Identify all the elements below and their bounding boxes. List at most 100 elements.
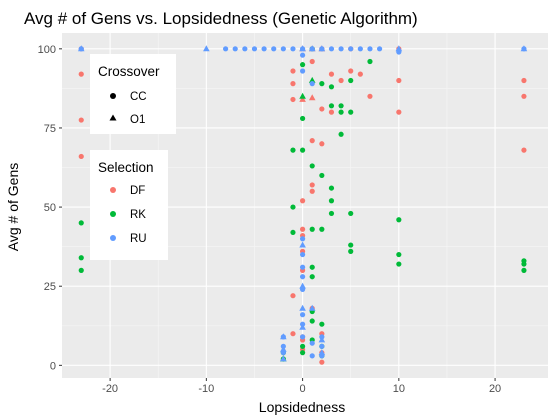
point-df-cc — [521, 94, 526, 99]
point-df-cc — [310, 182, 315, 187]
point-rk-cc — [338, 110, 343, 115]
point-ru-cc — [377, 46, 382, 51]
point-rk-cc — [300, 344, 305, 349]
point-rk-cc — [319, 81, 324, 86]
point-df-cc — [290, 97, 295, 102]
x-tick-label: 10 — [393, 383, 405, 395]
y-tick-label: 0 — [50, 360, 56, 372]
point-rk-cc — [300, 148, 305, 153]
point-df-cc — [290, 68, 295, 73]
point-rk-cc — [338, 132, 343, 137]
point-df-cc — [79, 117, 84, 122]
x-tick-label: -10 — [198, 383, 214, 395]
point-rk-cc — [348, 78, 353, 83]
legend-crossover-o1: O1 — [130, 114, 145, 126]
point-ru-cc — [300, 334, 305, 339]
point-rk-cc — [329, 185, 334, 190]
chart-title: Avg # of Gens vs. Lopsidedness (Genetic … — [24, 9, 418, 28]
point-ru-cc — [261, 46, 266, 51]
legend-crossover-cc: CC — [130, 91, 147, 103]
point-rk-cc — [310, 265, 315, 270]
legend-selection-title: Selection — [98, 160, 154, 175]
point-rk-cc — [310, 163, 315, 168]
point-rk-cc — [300, 350, 305, 355]
x-axis-title: Lopsidedness — [259, 399, 345, 415]
point-ru-cc — [310, 81, 315, 86]
point-ru-cc — [329, 46, 334, 51]
point-df-cc — [329, 110, 334, 115]
point-rk-cc — [79, 255, 84, 260]
legend-selection-df: DF — [130, 185, 145, 197]
x-tick-label: -20 — [102, 383, 118, 395]
y-tick-label: 100 — [38, 44, 56, 56]
point-df-cc — [79, 72, 84, 77]
point-df-cc — [521, 78, 526, 83]
point-ru-cc — [300, 252, 305, 257]
point-ru-cc — [233, 46, 238, 51]
point-df-cc — [358, 72, 363, 77]
legend-selection-rk: RK — [130, 209, 146, 221]
legend-selection: Selection DF RK RU — [90, 150, 168, 260]
y-tick-label: 75 — [44, 123, 56, 135]
point-df-cc — [79, 154, 84, 159]
point-ru-cc — [310, 353, 315, 358]
legend-crossover: Crossover CC O1 — [90, 54, 176, 134]
x-tick-label: 20 — [489, 383, 501, 395]
point-ru-cc — [348, 46, 353, 51]
point-ru-cc — [271, 46, 276, 51]
point-df-cc — [338, 78, 343, 83]
point-ru-cc — [300, 265, 305, 270]
point-rk-cc — [79, 220, 84, 225]
point-df-cc — [310, 59, 315, 64]
point-rk-cc — [300, 62, 305, 67]
legend-selection-ru: RU — [130, 233, 147, 245]
point-rk-cc — [300, 116, 305, 121]
point-df-cc — [348, 68, 353, 73]
point-rk-cc — [329, 84, 334, 89]
point-df-cc — [310, 189, 315, 194]
point-ru-cc — [319, 344, 324, 349]
point-ru-cc — [290, 46, 295, 51]
point-df-cc — [319, 141, 324, 146]
point-rk-cc — [348, 110, 353, 115]
point-rk-cc — [310, 227, 315, 232]
point-ru-cc — [310, 341, 315, 346]
point-rk-cc — [338, 103, 343, 108]
point-ru-cc — [338, 46, 343, 51]
y-tick-label: 50 — [44, 202, 56, 214]
point-rk-cc — [396, 261, 401, 266]
point-df-cc — [290, 331, 295, 336]
point-df-cc — [290, 293, 295, 298]
point-rk-cc — [290, 148, 295, 153]
point-ru-cc — [300, 236, 305, 241]
point-rk-cc — [521, 261, 526, 266]
point-df-cc — [521, 148, 526, 153]
point-rk-cc — [329, 103, 334, 108]
point-ru-cc — [358, 46, 363, 51]
point-df-cc — [396, 110, 401, 115]
point-ru-cc — [367, 46, 372, 51]
legend-circle-icon — [110, 93, 116, 99]
y-axis-title: Avg # of Gens — [5, 163, 21, 251]
point-rk-cc — [290, 230, 295, 235]
point-df-cc — [300, 227, 305, 232]
point-rk-cc — [79, 268, 84, 273]
legend-rk-swatch — [110, 211, 116, 217]
point-rk-cc — [348, 249, 353, 254]
point-df-cc — [319, 360, 324, 365]
point-ru-cc — [300, 312, 305, 317]
point-rk-cc — [319, 227, 324, 232]
point-df-cc — [300, 198, 305, 203]
point-rk-cc — [348, 242, 353, 247]
point-rk-cc — [348, 211, 353, 216]
point-rk-cc — [396, 217, 401, 222]
point-rk-cc — [310, 274, 315, 279]
point-rk-cc — [290, 204, 295, 209]
point-df-cc — [290, 81, 295, 86]
point-df-cc — [319, 106, 324, 111]
point-rk-cc — [367, 59, 372, 64]
point-rk-cc — [521, 268, 526, 273]
point-df-cc — [367, 94, 372, 99]
point-rk-cc — [396, 252, 401, 257]
point-ru-cc — [300, 53, 305, 58]
